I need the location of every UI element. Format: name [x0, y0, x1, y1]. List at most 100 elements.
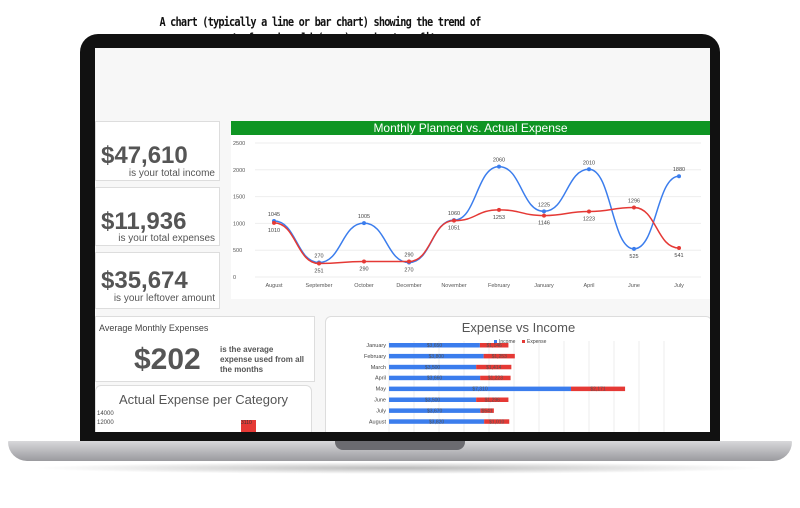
series-line [273, 206, 680, 265]
data-point [587, 209, 591, 214]
data-label: 2010 [583, 160, 595, 166]
laptop-base [8, 441, 792, 461]
legend-label: Expense [527, 339, 547, 345]
stat-card-expenses: $11,936 is your total expenses [95, 187, 220, 246]
data-label: 1880 [673, 167, 685, 173]
data-label: 1060 [448, 211, 460, 217]
x-tick-label: August [265, 283, 283, 289]
data-point [542, 213, 546, 218]
bar-segment [483, 353, 515, 359]
data-label: 270 [314, 254, 323, 260]
data-label: 1010 [268, 228, 280, 234]
stat-value: $47,610 [101, 142, 188, 169]
x-tick-label: February [488, 283, 510, 289]
category-bar: 3110 [241, 420, 256, 432]
bar-label: $7,310 [472, 387, 488, 393]
bar-segment [389, 408, 481, 413]
y-category-label: July [376, 408, 386, 414]
x-tick-label: December [396, 283, 422, 289]
data-point [362, 221, 366, 226]
bar-label: $1,253 [492, 354, 508, 360]
bar-segment [480, 408, 494, 413]
legend-swatch [522, 340, 525, 343]
bar-chart-title: Expense vs Income [461, 320, 576, 335]
bar-label: $541 [482, 408, 493, 414]
data-label: 525 [629, 254, 638, 260]
bar-segment [476, 364, 512, 370]
data-label: 541 [674, 253, 683, 259]
bar-segment [571, 386, 626, 392]
bar-label: $2,171 [590, 387, 606, 393]
bar-label: $3,650 [427, 343, 443, 349]
bar-label: $3,500 [425, 398, 441, 404]
bar-label: $3,800 [429, 354, 445, 360]
data-label: 1223 [583, 216, 595, 222]
data-point [362, 259, 366, 264]
x-tick-label: July [674, 283, 684, 289]
bar-segment [389, 419, 485, 424]
line-chart-panel: Monthly Planned vs. Actual Expense 0 500 1… [231, 121, 710, 299]
data-label: 251 [314, 269, 323, 275]
average-title: Average Monthly Expenses [99, 323, 209, 333]
data-point [497, 164, 501, 169]
data-point [497, 207, 501, 212]
x-tick-label: June [628, 283, 640, 289]
line-chart: 0 500 1000 1500 2000 2500 August September Octob… [233, 141, 701, 289]
x-tick-label: September [306, 283, 333, 289]
data-label: 2060 [493, 158, 505, 164]
y-category-label: February [364, 354, 386, 360]
data-point [677, 246, 681, 251]
stat-value: $11,936 [101, 208, 187, 235]
data-label: 1051 [448, 226, 460, 232]
bar-label: $3,670 [427, 408, 443, 414]
stat-label: is your total expenses [118, 233, 215, 244]
y-category-label: January [366, 343, 386, 349]
x-tick-label: January [534, 283, 554, 289]
legend-swatch [494, 340, 497, 343]
x-tick-label: November [441, 283, 467, 289]
y-category-label: May [376, 387, 387, 393]
bar-segment [480, 375, 511, 381]
y-tick: 14000 [97, 411, 114, 417]
average-value: $202 [134, 343, 201, 376]
bar-segment [389, 343, 480, 348]
legend-label: Income [499, 339, 516, 345]
data-point [317, 261, 321, 266]
y-tick-label: 1500 [233, 195, 245, 201]
data-label: 290 [404, 252, 413, 258]
data-label: 1146 [538, 221, 550, 227]
bar-segment [389, 353, 484, 359]
stat-value: $35,674 [101, 267, 188, 294]
average-card: Average Monthly Expenses $202 is the ave… [95, 316, 315, 382]
series-line [273, 165, 680, 264]
dashboard-screen: $47,610 is your total income $11,936 is … [95, 48, 710, 432]
data-label: 270 [404, 268, 413, 274]
stat-label: is your total income [128, 168, 215, 179]
data-point [632, 205, 636, 210]
y-category-label: April [375, 376, 386, 382]
data-label: 1253 [493, 215, 505, 221]
stat-card-leftover: $35,674 is your leftover amount [95, 252, 220, 309]
data-label: 1045 [268, 212, 280, 218]
bar-label: $3,500 [425, 365, 441, 371]
bar-label: $1,296 [485, 398, 501, 404]
data-point [272, 220, 276, 225]
y-tick: 12000 [97, 420, 114, 426]
bar-segment [389, 364, 477, 370]
bar-segment [484, 419, 510, 424]
data-label: 290 [359, 266, 368, 272]
bar-segment [389, 375, 481, 381]
data-point [452, 218, 456, 223]
bar-chart: Income Expense January $3,650 $1,146 February… [364, 339, 665, 432]
data-point [632, 246, 636, 251]
y-category-label: August [369, 419, 387, 425]
data-point [587, 167, 591, 172]
x-tick-label: April [583, 283, 594, 289]
data-point [677, 174, 681, 179]
y-tick-label: 2500 [233, 141, 245, 147]
y-tick-label: 0 [233, 275, 236, 281]
bar-label: $1,414 [486, 365, 502, 371]
y-tick-label: 500 [233, 248, 242, 254]
data-label: 1005 [358, 214, 370, 220]
y-category-label: June [374, 398, 386, 404]
